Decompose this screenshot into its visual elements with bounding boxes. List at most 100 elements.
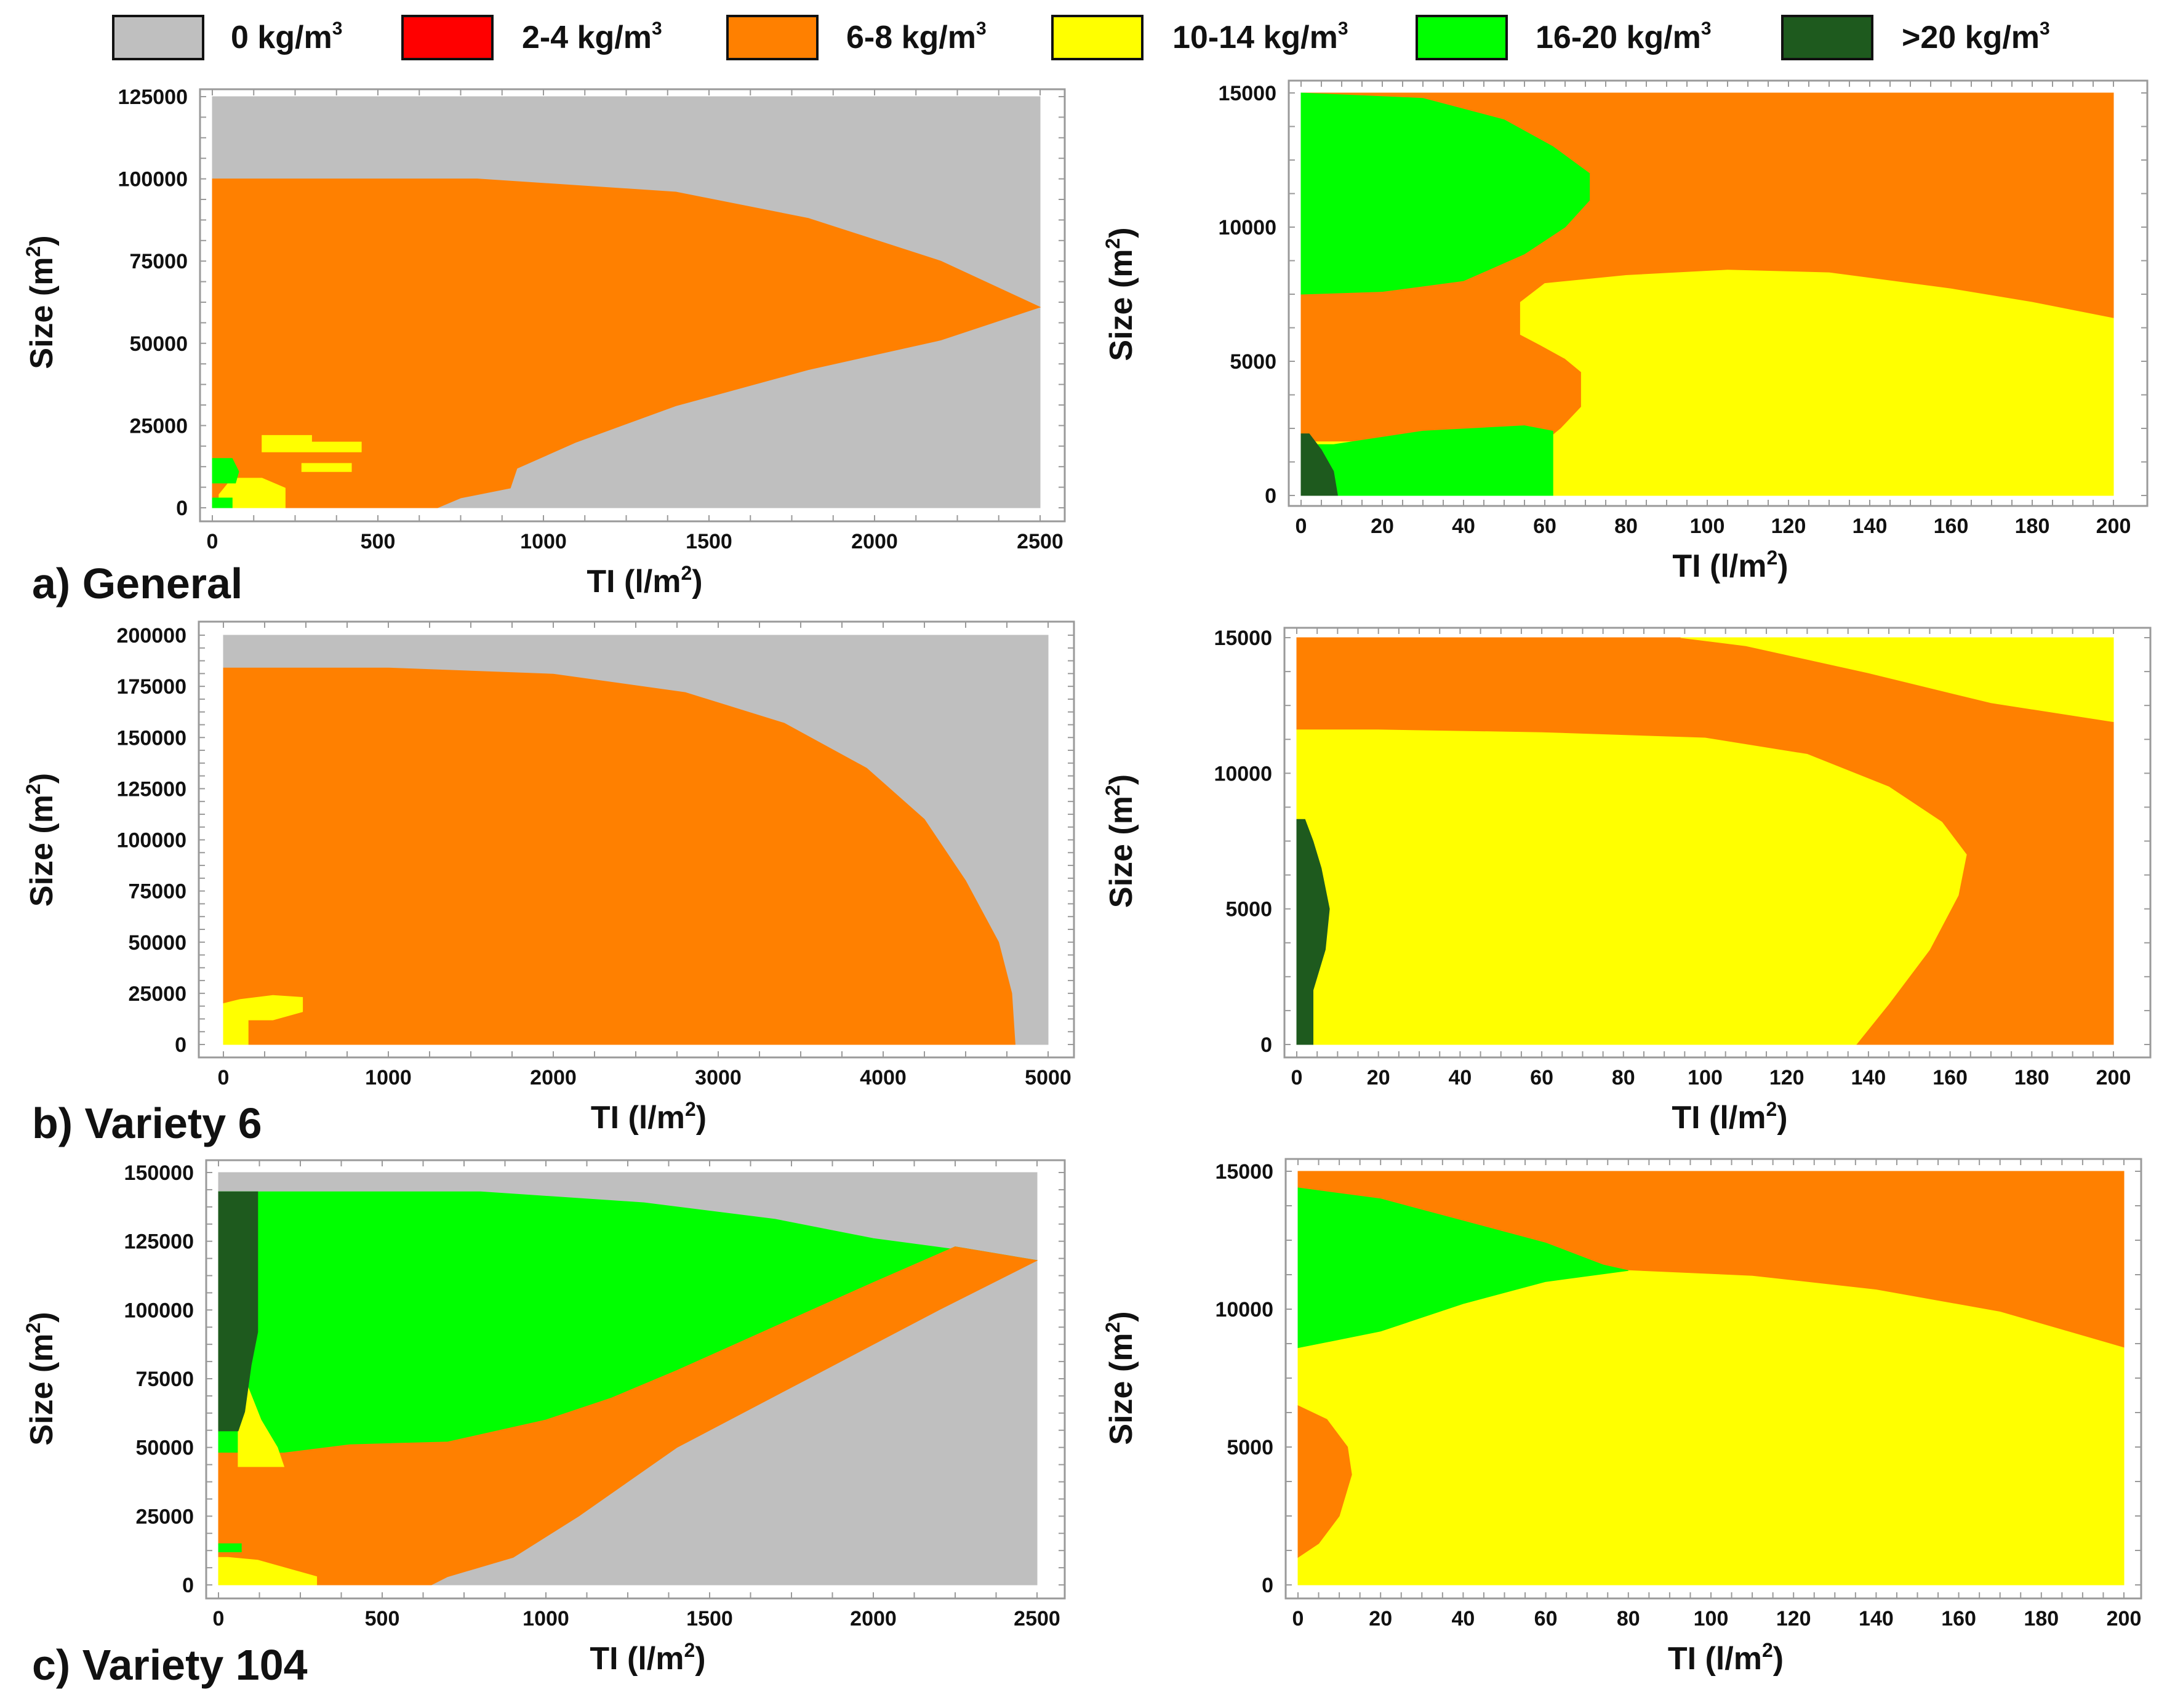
x-tick-label: 1500 [686,530,732,553]
legend-unit-exponent: 3 [651,18,662,39]
x-axis-label: TI (l/m2) [1672,1098,1787,1136]
y-axis-label-text: Size (m [1104,796,1139,908]
caption-variety-6: b) Variety 6 [32,1099,262,1147]
y-tick-label: 125000 [117,777,186,801]
legend-label-red: 2-4 kg/m3 [522,16,662,59]
y-tick-label: 15000 [1218,82,1276,105]
legend-value: >20 [1902,20,1965,55]
x-tick-label: 120 [1771,515,1806,538]
y-tick-label: 50000 [128,931,186,955]
y-axis-label: Size (m2) [22,235,60,369]
legend-unit-exponent: 3 [1700,18,1712,39]
x-tick-label: 160 [1933,1066,1968,1089]
x-tick-label: 180 [2015,515,2050,538]
x-tick-label: 200 [2096,1066,2131,1089]
y-tick-label: 25000 [135,1505,194,1528]
region-green [212,497,233,508]
x-tick-label: 140 [1859,1607,1894,1630]
y-axis-label-exponent: 2 [22,1323,44,1334]
legend-swatch-darkgreen [1781,15,1873,60]
x-axis-label-exponent: 2 [1766,547,1777,569]
x-tick-label: 80 [1612,1066,1635,1089]
x-axis-label-exponent: 2 [1762,1639,1773,1661]
chart-c-left: 0 500 1000 1500 2000 250002500050000750001000… [22,1159,1066,1677]
y-axis-label: Size (m2) [1102,227,1139,361]
legend-unit: kg/m [257,20,332,55]
caption-variety-104: c) Variety 104 [32,1641,308,1689]
y-tick-label: 15000 [1214,627,1272,650]
x-tick-label: 2500 [1014,1607,1060,1630]
x-tick-label: 200 [2107,1607,2142,1630]
x-tick-label: 500 [361,530,396,553]
y-tick-label: 200000 [117,624,186,648]
x-axis-label-exponent: 2 [684,1639,695,1661]
region-green [1300,92,1590,295]
y-axis-label-end: ) [1104,227,1139,238]
legend-swatch-orange [726,15,819,60]
frame-ticks [206,1160,1065,1598]
x-tick-label: 60 [1530,1066,1553,1089]
heatmap-regions [1300,92,2114,496]
region-darkgreen [1296,819,1330,1045]
region-yellow [1680,637,2114,723]
legend-swatch-green [1416,15,1508,60]
x-tick-label: 4000 [860,1066,907,1089]
y-tick-label: 5000 [1230,350,1276,374]
frame-ticks [200,89,1065,521]
x-tick-label: 180 [2014,1066,2049,1089]
y-tick-label: 50000 [129,332,188,356]
x-axis-label-end: ) [692,564,702,599]
heatmap-regions [223,635,1049,1045]
y-axis-label-exponent: 2 [22,784,44,795]
heatmap-regions [1297,1171,2125,1586]
x-tick-label: 140 [1851,1066,1886,1089]
x-tick-label: 0 [1291,1066,1303,1089]
legend-unit-exponent: 3 [1337,18,1348,39]
x-axis-label-text: TI (l/m [1668,1641,1762,1677]
region-orange [212,178,1041,508]
frame-ticks [1289,81,2147,506]
y-tick-label: 125000 [124,1230,194,1254]
frame-ticks [1286,1159,2141,1598]
x-tick-label: 3000 [695,1066,742,1089]
y-tick-label: 0 [182,1574,194,1597]
x-tick-label: 80 [1614,515,1638,538]
legend-value: 0 [231,20,258,55]
y-tick-label: 50000 [135,1437,194,1460]
region-yellow [218,1557,318,1586]
y-tick-label: 75000 [129,250,188,273]
region-green [1297,1187,1628,1349]
legend-label-darkgreen: >20 kg/m3 [1902,16,2050,59]
x-axis-label: TI (l/m2) [591,1098,707,1136]
x-tick-label: 180 [2024,1607,2059,1630]
y-tick-label: 25000 [128,982,186,1006]
x-tick-label: 20 [1371,515,1394,538]
legend-swatch-gray [112,15,204,60]
legend-label-gray: 0 kg/m3 [231,16,342,59]
x-tick-label: 1500 [686,1607,733,1630]
x-tick-label: 0 [1296,515,1307,538]
x-tick-label: 0 [213,1607,225,1630]
heatmap-regions [1296,637,2114,1045]
x-tick-label: 200 [2096,515,2131,538]
legend-unit: kg/m [577,20,652,55]
x-axis-label-end: ) [1777,1100,1787,1136]
y-axis-label-end: ) [1104,1311,1139,1321]
region-orange [218,1246,1038,1586]
x-axis-label: TI (l/m2) [590,1639,705,1677]
x-axis-label-text: TI (l/m [1672,548,1766,584]
y-axis-label-end: ) [24,1312,60,1322]
region-yellow [223,995,303,1045]
legend-unit: kg/m [901,20,976,55]
x-tick-label: 120 [1769,1066,1805,1089]
y-axis-label-text: Size (m [1104,249,1139,361]
region-orange [223,667,1015,1045]
legend: 0 kg/m3 2-4 kg/m3 6-8 kg/m3 10-14 kg/m3 16-2… [0,0,2159,74]
y-axis-label-exponent: 2 [22,246,44,257]
y-tick-label: 10000 [1218,216,1276,239]
y-tick-label: 25000 [129,414,188,438]
y-axis-label-exponent: 2 [1102,1322,1124,1333]
x-tick-label: 1000 [365,1066,412,1089]
x-tick-label: 120 [1776,1607,1811,1630]
x-tick-label: 1000 [520,530,567,553]
